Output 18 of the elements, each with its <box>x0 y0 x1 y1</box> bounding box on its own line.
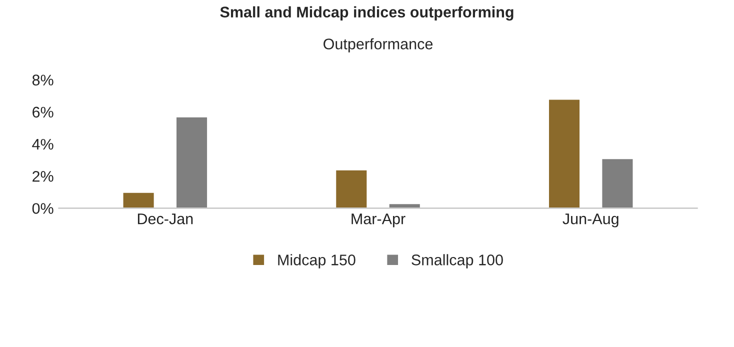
y-tick-label: 4% <box>32 138 54 150</box>
chart-title: Small and Midcap indices outperforming <box>220 6 514 21</box>
y-tick-label: 2% <box>32 170 54 182</box>
bar <box>122 191 156 208</box>
bar <box>175 116 208 208</box>
x-tick-label: Dec-Jan <box>138 214 193 224</box>
chart-subtitle: Outperformance <box>324 38 433 52</box>
legend-label: Midcap 150 <box>278 254 356 268</box>
bar <box>548 98 581 208</box>
y-tick-label: 0% <box>32 203 54 214</box>
bar <box>334 168 368 208</box>
x-tick-label: Jun-Aug <box>562 214 618 228</box>
bar <box>600 158 634 208</box>
x-tick-label: Mar-Apr <box>352 214 406 228</box>
y-tick-label: 8% <box>32 74 54 86</box>
legend-label: Smallcap 100 <box>412 254 503 268</box>
y-tick-label: 6% <box>32 106 54 118</box>
bar <box>388 202 422 208</box>
